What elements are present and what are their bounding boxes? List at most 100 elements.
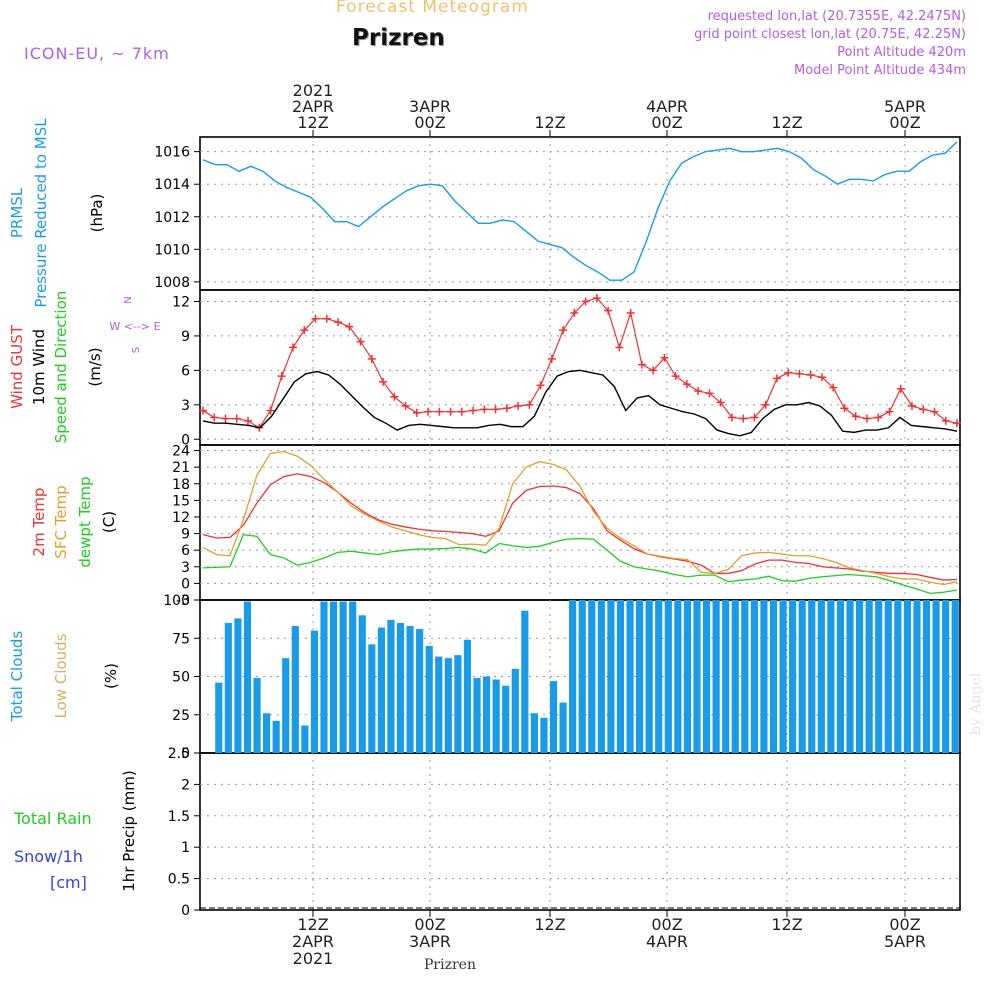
bottom-time-label: 12Z — [771, 915, 802, 934]
ylabel-snow: Snow/1h — [14, 847, 83, 866]
dewpt-line — [202, 533, 958, 595]
top-time-label: 2APR — [292, 97, 334, 116]
ylabel-hpa: (hPa) — [88, 194, 106, 233]
bottom-time-label: 00Z — [414, 915, 445, 934]
total-cloud-bar — [655, 600, 663, 753]
ylabel-precip: 1hr Precip (mm) — [120, 770, 138, 891]
total-cloud-bar — [243, 601, 252, 753]
ytick-label: 0.5 — [168, 872, 190, 888]
total-cloud-bar — [511, 668, 519, 753]
bottom-time-label: 12Z — [534, 915, 565, 934]
total-cloud-bar — [922, 600, 931, 753]
total-cloud-bar — [291, 626, 299, 753]
total-cloud-bar — [616, 600, 625, 753]
ytick-label: 1016 — [154, 145, 190, 161]
ylabel-c: (C) — [100, 511, 118, 533]
total-cloud-bar — [769, 600, 778, 753]
ytick-label: 21 — [172, 460, 190, 476]
total-cloud-bar — [731, 600, 739, 753]
top-time-label: 2021 — [293, 81, 334, 100]
total-cloud-bar — [932, 600, 940, 753]
sfc-temp-line — [202, 450, 958, 586]
ytick-label: 25 — [172, 708, 190, 724]
ytick-label: 2.5 — [168, 746, 190, 762]
total-cloud-bar — [588, 600, 596, 753]
ytick-label: 6 — [181, 543, 190, 559]
ytick-label: 15 — [172, 493, 190, 509]
top-time-label: 12Z — [534, 113, 565, 132]
total-cloud-bar — [645, 600, 653, 753]
total-cloud-bar — [607, 600, 615, 753]
ytick-label: 100 — [163, 593, 190, 609]
top-time-label: 00Z — [889, 113, 920, 132]
total-cloud-bar — [396, 622, 405, 753]
total-cloud-bar — [760, 600, 768, 753]
total-cloud-bar — [473, 678, 481, 753]
total-cloud-bar — [549, 681, 558, 753]
point-altitude: Point Altitude 420m — [837, 45, 966, 60]
ytick-label: 2 — [181, 777, 190, 793]
ytick-label: 50 — [172, 670, 190, 686]
total-cloud-bar — [808, 600, 816, 753]
ylabel-total-clouds: Total Clouds — [8, 631, 26, 723]
total-cloud-bar — [301, 725, 309, 753]
total-cloud-bar — [263, 713, 271, 753]
total-cloud-bar — [884, 600, 892, 753]
total-cloud-bar — [674, 600, 682, 753]
total-cloud-bar — [310, 630, 319, 753]
bottom-time-label: 00Z — [651, 915, 682, 934]
total-cloud-bar — [349, 601, 357, 753]
total-cloud-bar — [722, 600, 730, 753]
ytick-label: 9 — [181, 527, 190, 543]
total-cloud-bar — [253, 678, 261, 753]
total-cloud-bar — [779, 600, 787, 753]
ytick-label: 0 — [181, 746, 190, 762]
total-cloud-bar — [664, 600, 672, 753]
total-cloud-bar — [482, 676, 491, 753]
ytick-label: 3 — [181, 398, 190, 414]
panel-frame — [199, 752, 961, 911]
total-cloud-bar — [894, 600, 902, 753]
total-cloud-bar — [836, 600, 845, 753]
top-time-label: 5APR — [884, 97, 926, 116]
compass-s: S — [131, 347, 142, 353]
total-cloud-bar — [913, 600, 921, 753]
total-cloud-bar — [817, 600, 825, 753]
top-time-label: 00Z — [651, 113, 682, 132]
total-cloud-bar — [942, 600, 950, 753]
ylabel-pct: (%) — [102, 663, 120, 689]
total-cloud-bar — [406, 626, 414, 753]
total-cloud-bar — [502, 685, 510, 753]
compass-we: W <--> E — [109, 320, 160, 333]
ylabel-dewpt: dewpt Temp — [76, 476, 94, 567]
total-cloud-bar — [282, 658, 290, 753]
bottom-time-label: 5APR — [884, 932, 926, 951]
ytick-label: 9 — [181, 329, 190, 345]
grid-coords: grid point closest lon,lat (20.75E, 42.2… — [694, 27, 966, 42]
total-cloud-bar — [224, 622, 232, 753]
ylabel-ms: (m/s) — [86, 347, 104, 386]
total-cloud-bar — [846, 600, 854, 753]
total-cloud-bar — [339, 601, 347, 753]
wind-line — [202, 369, 958, 437]
panel-frame — [199, 136, 961, 291]
ytick-label: 12 — [172, 294, 190, 310]
ytick-label: 0 — [181, 576, 190, 592]
bottom-time-label: 3APR — [409, 932, 451, 951]
ylabel-t2m: 2m Temp — [30, 488, 48, 557]
compass-n: N — [123, 296, 134, 303]
total-cloud-bar — [416, 629, 424, 753]
total-cloud-bar — [387, 619, 395, 753]
bottom-time-label: 2APR — [292, 932, 334, 951]
ylabel-cm: [cm] — [50, 873, 87, 892]
ytick-label: 1010 — [154, 242, 190, 258]
total-cloud-bar — [435, 656, 443, 753]
total-cloud-bar — [492, 679, 500, 753]
total-cloud-bar — [463, 639, 472, 753]
ytick-label: 1008 — [154, 275, 190, 291]
ytick-label: 0 — [181, 903, 190, 919]
ytick-label: 1.5 — [168, 809, 190, 825]
total-cloud-bar — [693, 600, 701, 753]
total-cloud-bar — [789, 600, 797, 753]
